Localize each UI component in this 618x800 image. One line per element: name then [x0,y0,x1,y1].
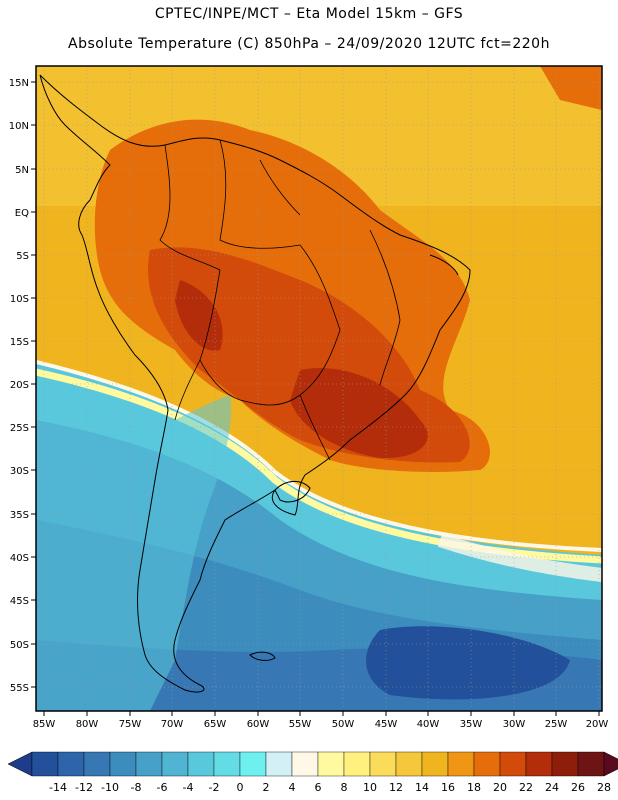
color-bar-label: 0 [237,781,244,794]
color-bar-label: -12 [75,781,93,794]
lon-label: 80W [76,719,99,730]
lat-label: 15N [9,78,29,89]
color-bar-swatch [109,751,137,777]
coastline [39,74,471,693]
color-bar-swatch [473,751,501,777]
lon-label: 65W [204,719,227,730]
lat-label: 40S [10,553,29,564]
color-bar-high-arrow [603,751,618,777]
lon-label: 20W [586,719,609,730]
color-bar-labels: -14 -12 -10 -8 -6 -4 -2 0 2 4 6 8 10 12 14 16 18 20 22 24 26… [49,781,611,794]
lon-label: 25W [545,719,568,730]
color-bar-swatch [551,751,579,777]
color-bar-swatch [83,751,111,777]
lat-label: 50S [10,640,29,651]
lat-label: 5N [15,165,29,176]
lat-label: 10N [9,121,29,132]
color-bar-label: 12 [389,781,403,794]
color-bar-label: -8 [131,781,142,794]
color-bar-label: 24 [545,781,559,794]
color-bar-label: 20 [493,781,507,794]
color-bar-label: -4 [183,781,194,794]
color-bar-label: 4 [289,781,296,794]
color-bar-label: 16 [441,781,455,794]
lon-labels: 85W 80W 75W 70W 65W 60W 55W 50W 45W 40W … [33,719,609,730]
lon-label: 60W [247,719,270,730]
color-bar-swatch [213,751,241,777]
color-bar-label: 6 [315,781,322,794]
color-bar-swatch [395,751,423,777]
color-bar-swatch [447,751,475,777]
color-bar-label: -2 [209,781,220,794]
lat-label: 30S [10,466,29,477]
color-bar-label: -6 [157,781,168,794]
color-bar-label: 2 [263,781,270,794]
color-bar-swatch [135,751,163,777]
lat-label: 20S [10,380,29,391]
color-bar-swatch [369,751,397,777]
color-bar-label: 10 [363,781,377,794]
lon-label: 70W [161,719,184,730]
color-bar-swatch [31,751,59,777]
color-bar-label: 28 [597,781,611,794]
lat-label: 35S [10,510,29,521]
color-bar-swatch [187,751,215,777]
color-bar-swatch [161,751,189,777]
color-bar-swatch [421,751,449,777]
lat-ticks [31,81,36,688]
lat-label: 55S [10,683,29,694]
color-bar-swatch [291,751,319,777]
lon-label: 30W [503,719,526,730]
lon-label: 45W [375,719,398,730]
title-line-1: CPTEC/INPE/MCT – Eta Model 15km – GFS [154,6,464,22]
color-bar-label: 8 [341,781,348,794]
country-borders [159,139,401,461]
color-bar-swatch [57,751,85,777]
lat-label: EQ [15,208,29,219]
color-bar-label: 26 [571,781,585,794]
map-frame [35,65,603,712]
lat-label: 15S [10,337,29,348]
color-bar-label: 22 [519,781,533,794]
color-bar-label: 18 [467,781,481,794]
color-bar-swatch [499,751,527,777]
title-line-2: Absolute Temperature (C) 850hPa – 24/09/… [68,36,550,52]
color-bar-swatch [265,751,293,777]
lon-label: 50W [332,719,355,730]
lat-label: 5S [16,251,29,262]
lat-label: 45S [10,596,29,607]
color-bar-label: -14 [49,781,67,794]
color-bar-label: 14 [415,781,429,794]
lat-labels: 15N 10N 5N EQ 5S 10S 15S 20S 25S 30S 35S… [9,78,29,694]
lat-label: 10S [10,294,29,305]
color-bar [7,751,618,777]
lon-ticks [43,711,600,716]
color-bar-swatch [577,751,605,777]
color-bar-swatch [525,751,553,777]
color-bar-swatch [317,751,345,777]
lon-label: 85W [33,719,56,730]
color-bar-swatch [343,751,371,777]
color-bar-swatch [239,751,267,777]
lon-label: 40W [417,719,440,730]
lat-label: 25S [10,423,29,434]
temperature-field [36,66,602,711]
lon-label: 55W [289,719,312,730]
color-bar-low-arrow [7,751,33,777]
color-bar-label: -10 [101,781,119,794]
lon-label: 75W [119,719,142,730]
lon-label: 35W [460,719,483,730]
